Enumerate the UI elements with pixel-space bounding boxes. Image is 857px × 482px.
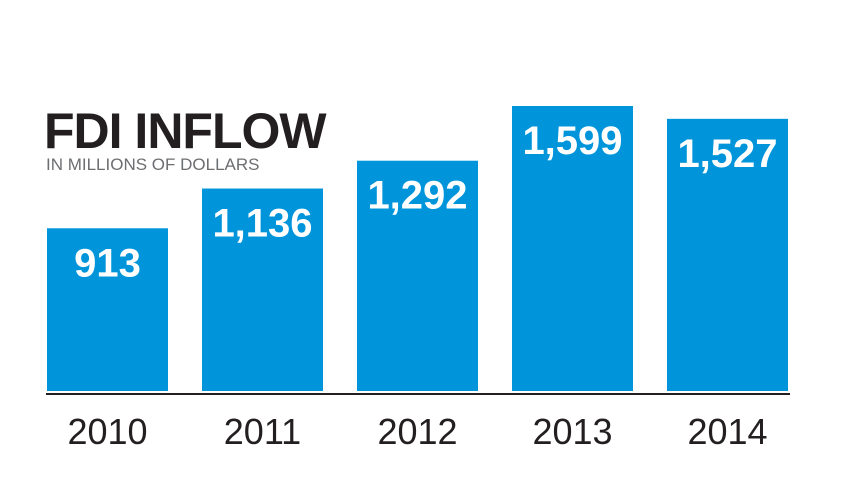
bars-group: 913 1,136 1,292 1,599 1,527: [47, 106, 788, 392]
x-tick-label-2012: 2012: [377, 411, 457, 452]
x-tick-label-2011: 2011: [224, 411, 301, 452]
x-tick-labels: 2010 2011 2012 2013 2014: [67, 411, 767, 452]
bar-value-label-2013: 1,599: [522, 119, 622, 163]
bar-2010: [47, 228, 168, 391]
x-tick-label-2014: 2014: [687, 411, 767, 452]
bar-value-label-2010: 913: [74, 241, 141, 285]
x-tick-label-2013: 2013: [532, 411, 612, 452]
x-tick-label-2010: 2010: [67, 411, 147, 452]
bar-2014: [667, 118, 788, 392]
bar-value-label-2012: 1,292: [367, 174, 467, 218]
chart-title: FDI INFLOW: [44, 103, 327, 159]
bar-2012: [357, 160, 478, 391]
bar-value-label-2014: 1,527: [677, 132, 777, 176]
chart-subtitle: IN MILLIONS OF DOLLARS: [46, 155, 260, 174]
bar-value-label-2011: 1,136: [212, 202, 312, 246]
bar-2011: [202, 188, 323, 391]
bar-2013: [512, 106, 633, 391]
